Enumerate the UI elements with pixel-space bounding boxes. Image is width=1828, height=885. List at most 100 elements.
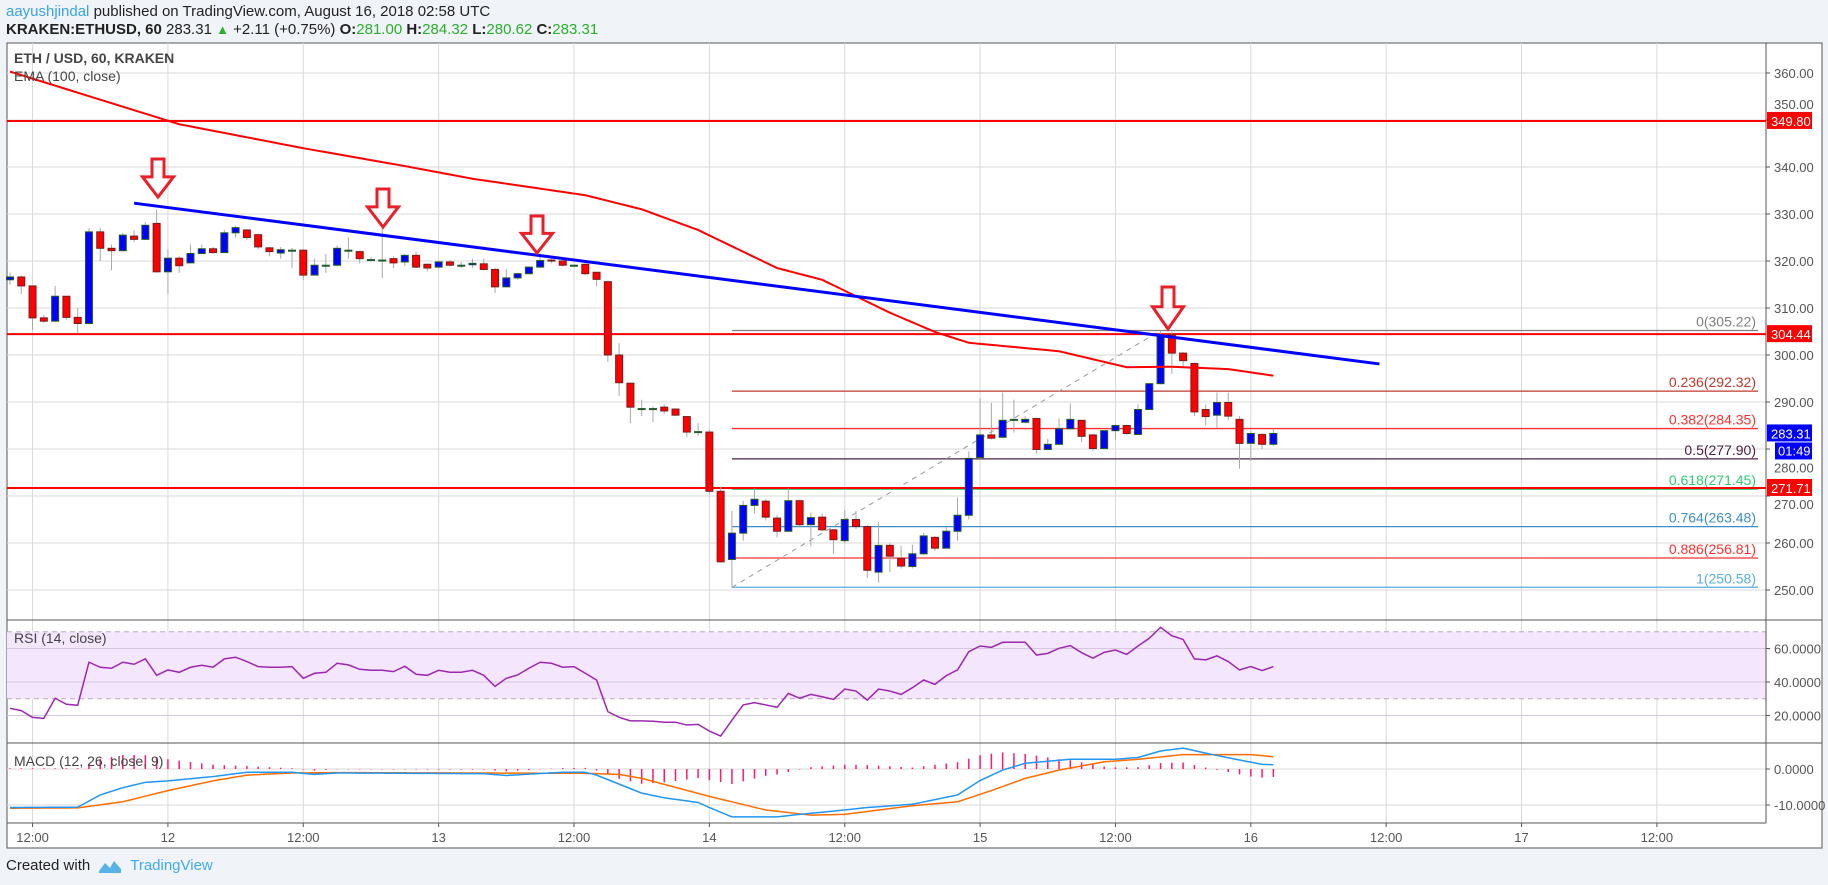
candle-down [592, 271, 601, 280]
candle-up [468, 262, 477, 266]
publish-info: aayushjindal published on TradingView.co… [6, 3, 490, 20]
candle-down [1088, 434, 1097, 450]
up-triangle-icon: ▲ [216, 22, 229, 37]
down-arrow-icon[interactable] [364, 187, 402, 230]
candle-down [671, 408, 680, 416]
fib-level-label: 0.618(271.45) [1669, 472, 1756, 488]
tradingview-logo-icon [99, 860, 122, 873]
candle-up [1246, 432, 1255, 444]
fib-level-label: 0.886(256.81) [1669, 541, 1756, 557]
price-axis-label: 340.00 [1774, 160, 1814, 175]
candle-up [998, 419, 1007, 438]
footer: Created with TradingView [6, 857, 213, 874]
price-axis-label: 320.00 [1774, 254, 1814, 269]
fib-trend-line[interactable] [731, 330, 1161, 588]
candle-down [1224, 401, 1233, 417]
candle-down [254, 234, 263, 248]
macd-pane [9, 747, 1275, 818]
time-axis-label: 12:00 [287, 830, 320, 845]
candle-down [795, 500, 804, 526]
arrows[interactable] [139, 157, 1187, 332]
candle-up [648, 408, 657, 411]
candle-up [321, 264, 330, 267]
candles [6, 209, 1278, 588]
candle-up [51, 295, 60, 322]
time-axis-label: 12:00 [558, 830, 591, 845]
candle-down [107, 247, 116, 252]
candle-up [1021, 418, 1030, 423]
candle-down [389, 258, 398, 264]
ema-100-line [9, 70, 1274, 377]
fib-level-label: 0.236(292.32) [1669, 374, 1756, 390]
candle-down [130, 235, 139, 240]
candle-down [558, 260, 567, 266]
candle-up [434, 261, 443, 268]
candle-up [727, 532, 736, 560]
time-axis-label: 16 [1244, 830, 1258, 845]
candle-up [502, 277, 511, 288]
candle-down [829, 529, 838, 541]
candle-up [84, 231, 93, 325]
candle-down [175, 257, 184, 267]
fib-retracement[interactable]: 0(305.22) 0.236(292.32) 0.382(284.35) 0.5(2… [731, 313, 1758, 588]
candle-down [1179, 352, 1188, 362]
candle-up [197, 248, 206, 254]
candle-down [626, 382, 635, 408]
candle-up [457, 264, 466, 267]
rsi-axis-label: 60.0000 [1774, 642, 1821, 657]
down-arrow-icon[interactable] [518, 214, 556, 256]
candle-up [1111, 425, 1120, 432]
candle-down [491, 268, 500, 288]
tradingview-link[interactable]: TradingView [130, 857, 213, 874]
axes[interactable]: 12:00 12 12:00 13 12:00 14 12:00 15 12:00 16 12:00… [16, 66, 1825, 845]
macd-axis-label: 0.0000 [1774, 762, 1814, 777]
price-axis-label: 360.00 [1774, 66, 1814, 81]
candle-up [536, 260, 545, 268]
trendline[interactable] [133, 201, 1380, 366]
time-axis-label: 13 [431, 830, 445, 845]
candle-down [28, 285, 37, 319]
candle-up [637, 408, 646, 411]
horizontal-lines[interactable] [7, 119, 1766, 489]
candle-down [1201, 409, 1210, 418]
resistance-trendline[interactable] [133, 201, 1380, 366]
candle-down [265, 247, 274, 253]
chart-frame [6, 42, 1823, 849]
time-axis-label: 12:00 [1641, 830, 1674, 845]
candle-up [694, 431, 703, 434]
candle-down [423, 263, 432, 269]
ema-legend: EMA (100, close) [14, 68, 121, 84]
fib-level-label: 0(305.22) [1696, 313, 1756, 329]
author-link[interactable]: aayushjindal [6, 3, 90, 20]
candle-up [344, 249, 353, 252]
candle-down [299, 249, 308, 276]
price-badge-label: 304.44 [1771, 327, 1811, 342]
candle-up [1145, 383, 1154, 411]
down-arrow-icon[interactable] [139, 157, 177, 200]
candle-up [976, 434, 985, 458]
candle-down [897, 558, 906, 567]
price-axis-label: 250.00 [1774, 583, 1814, 598]
price-axis-label: 260.00 [1774, 536, 1814, 551]
rsi-legend: RSI (14, close) [14, 630, 107, 646]
price-badges: 349.80 304.44 271.71 283.31 01:49 [1767, 111, 1812, 496]
candle-up [141, 224, 150, 240]
rsi-band [7, 631, 1766, 699]
candle-up [513, 273, 522, 279]
candle-up [524, 266, 533, 275]
time-axis-label: 12:00 [16, 830, 49, 845]
low-value: 280.62 [486, 21, 533, 38]
fib-level-label: 0.382(284.35) [1669, 412, 1756, 428]
candle-down [479, 263, 488, 270]
candle-up [400, 254, 409, 263]
down-arrow-icon[interactable] [1149, 285, 1187, 332]
candle-down [73, 316, 82, 325]
candle-down [987, 434, 996, 439]
candle-up [1100, 430, 1109, 450]
candle-up [1055, 428, 1064, 445]
candle-down [885, 544, 894, 557]
candle-down [355, 251, 364, 260]
candle-up [942, 530, 951, 549]
macd-legend: MACD (12, 26, close, 9) [14, 753, 163, 769]
